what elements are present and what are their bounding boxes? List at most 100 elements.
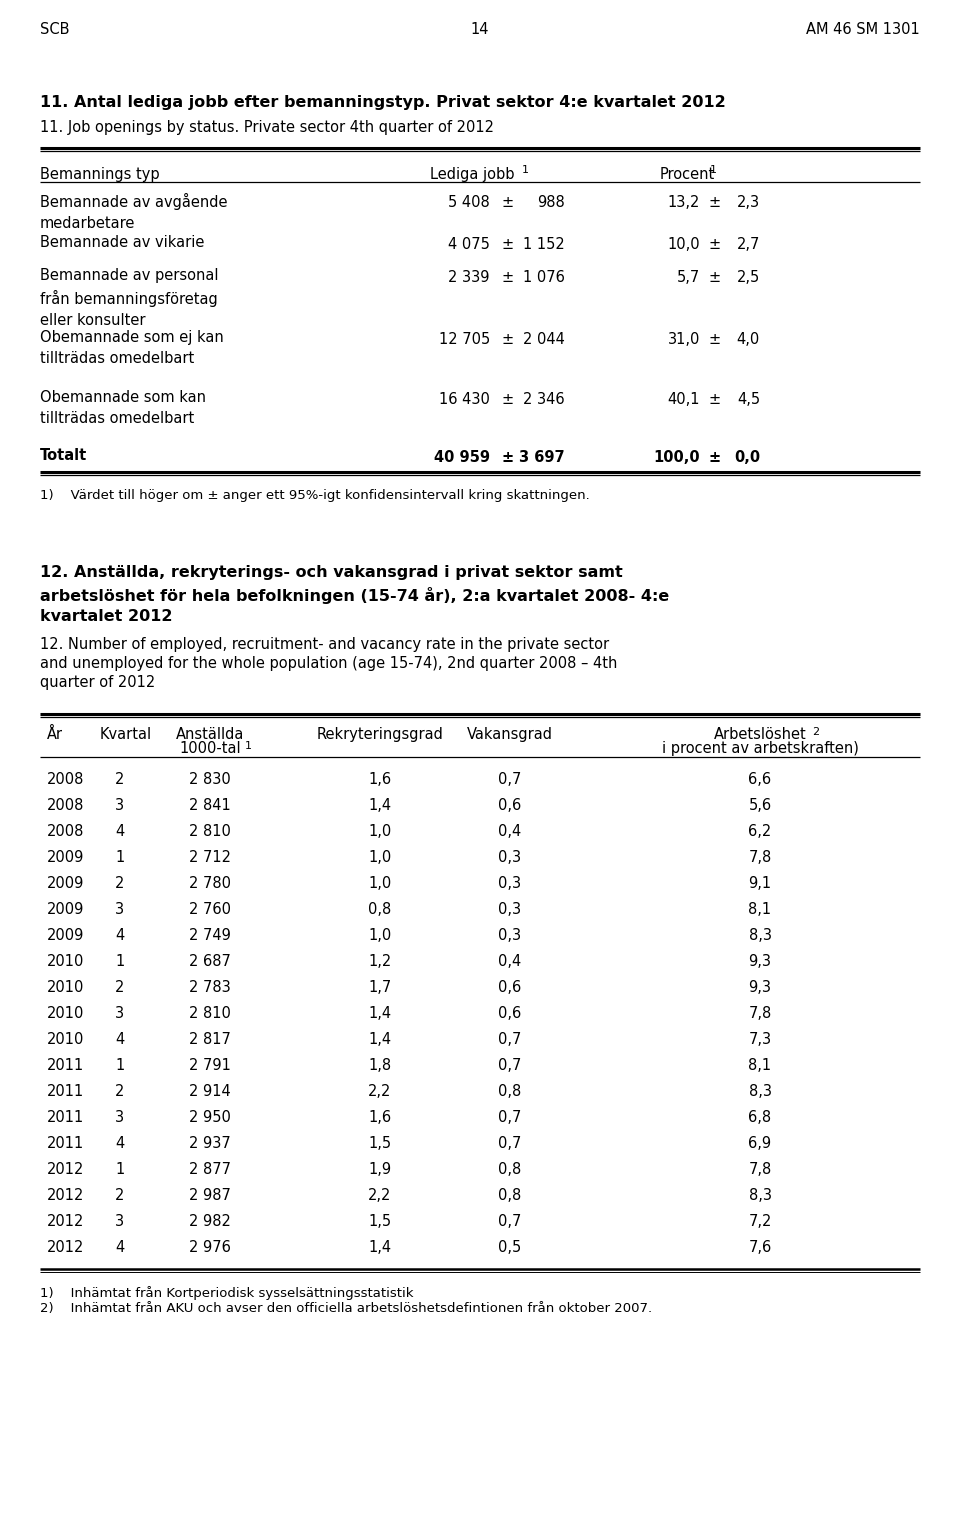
- Text: 40 959: 40 959: [434, 449, 490, 465]
- Text: 2: 2: [115, 876, 125, 891]
- Text: 2008: 2008: [47, 824, 84, 839]
- Text: 8,1: 8,1: [749, 1058, 772, 1072]
- Text: ±: ±: [502, 270, 514, 285]
- Text: 2 791: 2 791: [189, 1058, 231, 1072]
- Text: 0,0: 0,0: [733, 449, 760, 465]
- Text: 1 076: 1 076: [523, 270, 565, 285]
- Text: 1: 1: [115, 850, 125, 865]
- Text: 2009: 2009: [47, 876, 84, 891]
- Text: 100,0: 100,0: [654, 449, 700, 465]
- Text: 6,6: 6,6: [749, 772, 772, 787]
- Text: 2 044: 2 044: [523, 331, 565, 347]
- Text: 4: 4: [115, 1032, 125, 1048]
- Text: 0,8: 0,8: [498, 1187, 521, 1203]
- Text: 2 810: 2 810: [189, 824, 231, 839]
- Text: 16 430: 16 430: [439, 393, 490, 407]
- Text: Obemannade som ej kan
tillträdas omedelbart: Obemannade som ej kan tillträdas omedelb…: [40, 330, 224, 367]
- Text: 1,4: 1,4: [369, 1032, 392, 1048]
- Text: Obemannade som kan
tillträdas omedelbart: Obemannade som kan tillträdas omedelbart: [40, 390, 206, 426]
- Text: 2011: 2011: [47, 1058, 84, 1072]
- Text: Bemannings typ: Bemannings typ: [40, 167, 159, 183]
- Text: 1)    Värdet till höger om ± anger ett 95%-igt konfidensintervall kring skattnin: 1) Värdet till höger om ± anger ett 95%-…: [40, 489, 589, 502]
- Text: 1,0: 1,0: [369, 876, 392, 891]
- Text: 2: 2: [115, 980, 125, 996]
- Text: SCB: SCB: [40, 21, 69, 37]
- Text: 14: 14: [470, 21, 490, 37]
- Text: 2,3: 2,3: [737, 195, 760, 210]
- Text: 1,4: 1,4: [369, 798, 392, 813]
- Text: 3: 3: [115, 1006, 125, 1022]
- Text: 2 914: 2 914: [189, 1085, 230, 1098]
- Text: 6,8: 6,8: [749, 1111, 772, 1124]
- Text: 2 749: 2 749: [189, 928, 231, 943]
- Text: Bemannade av personal
från bemanningsföretag
eller konsulter: Bemannade av personal från bemanningsför…: [40, 268, 219, 328]
- Text: 1,9: 1,9: [369, 1161, 392, 1177]
- Text: Arbetslöshet: Arbetslöshet: [713, 727, 806, 742]
- Text: 1 152: 1 152: [523, 236, 565, 252]
- Text: 1: 1: [522, 166, 529, 175]
- Text: 4 075: 4 075: [448, 236, 490, 252]
- Text: 3: 3: [115, 798, 125, 813]
- Text: Lediga jobb: Lediga jobb: [430, 167, 515, 183]
- Text: 8,3: 8,3: [749, 1085, 772, 1098]
- Text: 13,2: 13,2: [667, 195, 700, 210]
- Text: 6,9: 6,9: [749, 1137, 772, 1150]
- Text: 11. Job openings by status. Private sector 4th quarter of 2012: 11. Job openings by status. Private sect…: [40, 120, 494, 135]
- Text: 7,8: 7,8: [749, 850, 772, 865]
- Text: 0,8: 0,8: [498, 1161, 521, 1177]
- Text: 11. Antal lediga jobb efter bemanningstyp. Privat sektor 4:e kvartalet 2012: 11. Antal lediga jobb efter bemanningsty…: [40, 95, 726, 110]
- Text: 0,4: 0,4: [498, 954, 521, 969]
- Text: 1)    Inhämtat från Kortperiodisk sysselsättningsstatistik: 1) Inhämtat från Kortperiodisk sysselsät…: [40, 1285, 414, 1299]
- Text: 1: 1: [115, 1161, 125, 1177]
- Text: 2012: 2012: [47, 1187, 84, 1203]
- Text: 1,8: 1,8: [369, 1058, 392, 1072]
- Text: 0,8: 0,8: [369, 902, 392, 917]
- Text: 1,6: 1,6: [369, 1111, 392, 1124]
- Text: 7,6: 7,6: [749, 1239, 772, 1255]
- Text: ±: ±: [502, 331, 514, 347]
- Text: 1,7: 1,7: [369, 980, 392, 996]
- Text: AM 46 SM 1301: AM 46 SM 1301: [806, 21, 920, 37]
- Text: 5 408: 5 408: [448, 195, 490, 210]
- Text: ±: ±: [502, 236, 514, 252]
- Text: 2009: 2009: [47, 850, 84, 865]
- Text: 2 783: 2 783: [189, 980, 230, 996]
- Text: 1,0: 1,0: [369, 824, 392, 839]
- Text: 1000-tal: 1000-tal: [180, 741, 241, 756]
- Text: 2 712: 2 712: [189, 850, 231, 865]
- Text: 2 810: 2 810: [189, 1006, 231, 1022]
- Text: 2012: 2012: [47, 1239, 84, 1255]
- Text: 5,6: 5,6: [749, 798, 772, 813]
- Text: Bemannade av vikarie: Bemannade av vikarie: [40, 235, 204, 250]
- Text: 10,0: 10,0: [667, 236, 700, 252]
- Text: ±: ±: [708, 331, 721, 347]
- Text: 1,4: 1,4: [369, 1239, 392, 1255]
- Text: 8,1: 8,1: [749, 902, 772, 917]
- Text: 7,8: 7,8: [749, 1006, 772, 1022]
- Text: 1,6: 1,6: [369, 772, 392, 787]
- Text: 9,3: 9,3: [749, 980, 772, 996]
- Text: 2: 2: [812, 727, 819, 736]
- Text: kvartalet 2012: kvartalet 2012: [40, 609, 173, 624]
- Text: 2010: 2010: [47, 980, 84, 996]
- Text: 3: 3: [115, 1111, 125, 1124]
- Text: 2012: 2012: [47, 1213, 84, 1229]
- Text: 1: 1: [115, 954, 125, 969]
- Text: 4: 4: [115, 1137, 125, 1150]
- Text: 3 697: 3 697: [519, 449, 565, 465]
- Text: 0,7: 0,7: [498, 772, 521, 787]
- Text: 0,3: 0,3: [498, 902, 521, 917]
- Text: 40,1: 40,1: [667, 393, 700, 407]
- Text: 1,5: 1,5: [369, 1213, 392, 1229]
- Text: 3: 3: [115, 902, 125, 917]
- Text: 7,2: 7,2: [748, 1213, 772, 1229]
- Text: 0,5: 0,5: [498, 1239, 521, 1255]
- Text: 8,3: 8,3: [749, 928, 772, 943]
- Text: 2,5: 2,5: [736, 270, 760, 285]
- Text: arbetslöshet för hela befolkningen (15-74 år), 2:a kvartalet 2008- 4:e: arbetslöshet för hela befolkningen (15-7…: [40, 588, 669, 604]
- Text: Anställda: Anställda: [176, 727, 244, 742]
- Text: 2011: 2011: [47, 1137, 84, 1150]
- Text: 2)    Inhämtat från AKU och avser den officiella arbetslöshetsdefintionen från o: 2) Inhämtat från AKU och avser den offic…: [40, 1302, 652, 1315]
- Text: 3: 3: [115, 1213, 125, 1229]
- Text: 2,2: 2,2: [369, 1085, 392, 1098]
